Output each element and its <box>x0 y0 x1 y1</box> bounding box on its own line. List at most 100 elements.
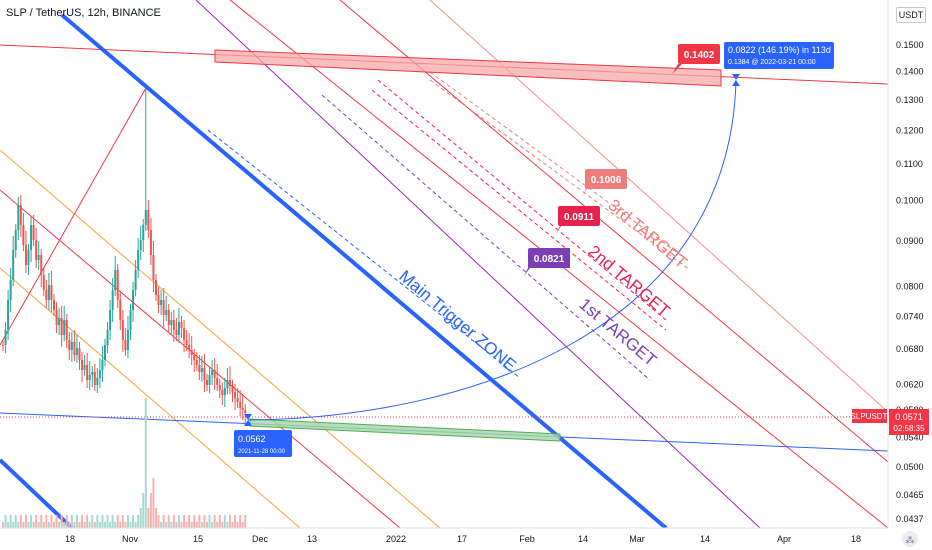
candle-body <box>208 375 211 385</box>
candle-body <box>40 255 43 275</box>
candle-body <box>53 300 55 310</box>
volume-bar <box>137 515 140 528</box>
y-tick-label: 0.0500 <box>896 462 924 472</box>
volume-bar <box>2 522 4 528</box>
volume-bar <box>30 515 33 528</box>
candle-body <box>142 225 145 240</box>
candle-body <box>4 330 7 345</box>
y-tick-label: 0.0800 <box>896 282 924 292</box>
x-axis-ticks[interactable]: 18 Nov 15 Dec 13 2022 17 Feb 14 Mar 14 Apr 18 <box>65 534 861 544</box>
volume-bar <box>180 522 183 528</box>
candle-body <box>175 330 178 335</box>
volume-bar <box>53 522 55 528</box>
x-tick-label: 14 <box>700 534 710 544</box>
candle-body <box>134 270 137 290</box>
candle-body <box>180 322 183 328</box>
volume-bar <box>63 522 66 528</box>
projection-markers <box>244 74 740 426</box>
y-axis-ticks[interactable]: 0.16000.15000.14000.13000.12000.11000.10… <box>896 15 924 524</box>
volume-bar <box>19 515 22 528</box>
volume-bar <box>228 515 231 528</box>
candle-body <box>193 355 196 360</box>
candle-body <box>65 320 68 340</box>
candle-body <box>221 390 224 395</box>
volume-bar <box>236 522 239 528</box>
volume-bar <box>195 522 198 528</box>
candle-body <box>144 210 147 225</box>
volume-bar <box>91 515 94 528</box>
low-point-line2: 2021-11-28 00:00 <box>238 449 286 455</box>
volume-bar <box>155 508 157 528</box>
candle-body <box>223 388 226 395</box>
candle-body <box>83 365 86 370</box>
candle-body <box>32 225 35 240</box>
y-tick-label: 0.0740 <box>896 311 924 321</box>
price-tag-countdown: 02:58:35 <box>893 424 925 433</box>
volume-bar <box>234 515 237 528</box>
volume-bar <box>221 522 224 528</box>
volume-bar <box>193 515 196 528</box>
volume-bars <box>2 398 247 528</box>
volume-bar <box>116 515 119 528</box>
candle-body <box>132 290 135 310</box>
volume-bar <box>142 493 145 528</box>
y-tick-label: 0.0437 <box>896 514 924 524</box>
x-tick-label: 2022 <box>386 534 406 544</box>
candle-body <box>35 240 38 260</box>
dashed-target-lines <box>207 71 691 381</box>
volume-bar <box>190 522 193 528</box>
volume-bar <box>208 515 211 528</box>
volume-bar <box>134 522 137 528</box>
chart-header: SLP / TetherUS, 12h, BINANCE <box>6 7 161 19</box>
candle-body <box>162 300 165 315</box>
tv-logo-icon[interactable]: ⁂ <box>902 531 918 547</box>
candle-body <box>213 370 216 378</box>
candle-body <box>58 318 61 325</box>
candle-body <box>30 225 33 250</box>
candle-body <box>75 348 78 355</box>
candle-body <box>73 342 76 355</box>
candle-body <box>93 372 96 385</box>
x-tick-label: Mar <box>629 534 645 544</box>
candle-body <box>177 322 180 335</box>
x-tick-label: 14 <box>578 534 588 544</box>
svg-text:⁂: ⁂ <box>906 535 915 545</box>
candle-body <box>216 378 219 385</box>
volume-bar <box>14 515 17 528</box>
volume-bar <box>239 515 242 528</box>
x-tick-label: 15 <box>193 534 203 544</box>
volume-bar <box>132 515 135 528</box>
currency-unit[interactable]: USDT <box>896 7 926 23</box>
y-tick-label: 0.0540 <box>896 433 924 443</box>
volume-bar <box>185 522 188 528</box>
candle-body <box>81 360 84 370</box>
candle-body <box>78 348 81 360</box>
candle-body <box>149 230 152 255</box>
candle-body <box>7 300 10 330</box>
y-tick-label: 0.0680 <box>896 344 924 354</box>
volume-bar <box>160 522 163 528</box>
price-tag-price: 0.0571 <box>895 412 923 422</box>
candle-body <box>129 310 132 330</box>
volume-bar <box>50 515 53 528</box>
price-tag-symbol: SLPUSDT <box>851 412 888 421</box>
volume-bar <box>119 522 122 528</box>
candle-body <box>203 368 206 380</box>
volume-bar <box>32 522 35 528</box>
candle-body <box>244 410 247 413</box>
candle-body <box>190 350 193 355</box>
volume-bar <box>27 522 30 528</box>
volume-bar <box>96 515 99 528</box>
volume-bar <box>216 522 219 528</box>
low-point-line1: 0.0562 <box>238 434 266 444</box>
candle-body <box>228 380 231 386</box>
volume-bar <box>22 522 25 528</box>
candle-body <box>119 300 122 320</box>
candle-body <box>137 250 140 270</box>
y-tick-label: 0.1000 <box>896 196 924 206</box>
candle-body <box>50 285 53 300</box>
candle-body <box>98 370 101 378</box>
x-tick-label: Dec <box>252 534 269 544</box>
volume-bar <box>73 522 76 528</box>
